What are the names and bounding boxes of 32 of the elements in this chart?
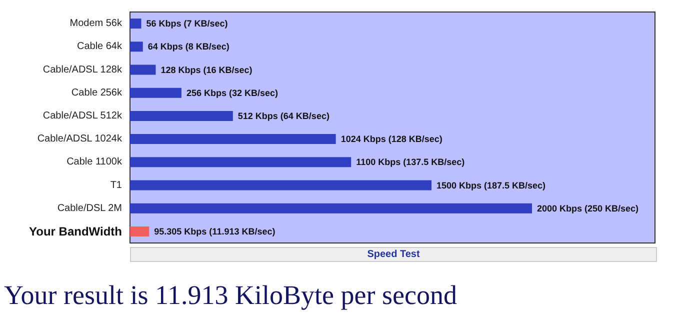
bar [130,110,233,121]
text: Your result is 11.913 KiloByte per second [4,280,457,311]
data-label: 128 Kbps (16 KB/sec) [160,64,252,75]
y-tick-label: Cable/ADSL 128k [42,64,123,76]
data-label: 1024 Kbps (128 KB/sec) [340,134,442,144]
y-tick-label: Cable/DSL 2M [57,202,122,214]
y-tick-label: Cable/ADSL 512k [42,110,123,122]
bar [130,18,142,29]
bar [130,157,352,168]
data-label: 1500 Kbps (187.5 KB/sec) [436,180,546,190]
bar [130,180,432,190]
y-tick-label: Your BandWidth [29,224,122,238]
y-tick-label: Cable 64k [76,41,123,52]
data-label: 512 Kbps (64 KB/sec) [238,110,330,121]
data-label: 256 Kbps (32 KB/sec) [186,88,278,98]
data-label: 64 Kbps (8 KB/sec) [148,42,230,52]
y-tick-label: T1 [110,180,122,191]
bar [130,226,150,236]
bar [130,42,143,52]
y-tick-label: Modem 56k [70,18,123,30]
data-label: 56 Kbps (7 KB/sec) [146,18,228,29]
y-tick-label: Cable 256k [71,87,123,98]
bar [130,134,336,144]
bar [130,64,156,75]
bar [130,88,182,98]
text: Speed Test [130,247,657,262]
data-label: 2000 Kbps (250 KB/sec) [537,203,639,214]
bar [130,203,532,214]
y-tick-label: Cable 1100k [66,156,123,168]
data-label: 1100 Kbps (137.5 KB/sec) [356,157,465,168]
data-label: 95.305 Kbps (11.913 KB/sec) [154,226,276,236]
y-tick-label: Cable/ADSL 1024k [37,134,123,145]
